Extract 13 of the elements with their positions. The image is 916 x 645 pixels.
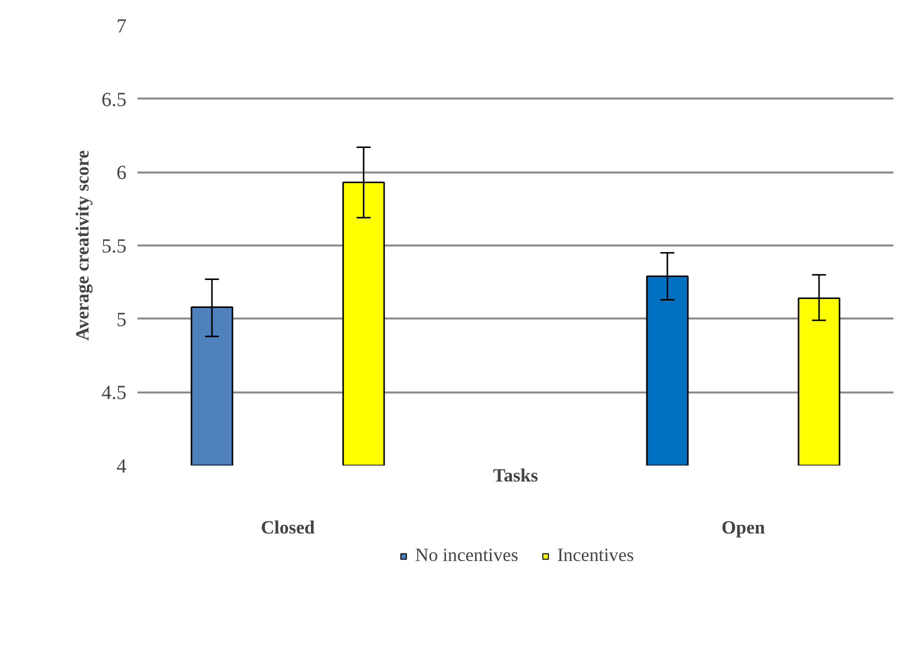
y-tick-label: 6.5 bbox=[102, 88, 126, 111]
y-tick-label: 4 bbox=[116, 456, 126, 478]
x-axis-title: Tasks bbox=[493, 466, 538, 486]
y-tick-label: 5.5 bbox=[102, 236, 126, 258]
legend-label: No incentives bbox=[415, 545, 518, 567]
y-tick-label: 4.5 bbox=[102, 382, 126, 404]
y-axis-title: Average creativity score bbox=[72, 150, 94, 341]
x-tick-label: Open bbox=[721, 518, 766, 538]
y-tick-label: 5 bbox=[116, 308, 126, 331]
x-tick-label: Closed bbox=[260, 518, 316, 538]
y-tick-label: 7 bbox=[116, 16, 126, 38]
legend-label: Incentives bbox=[557, 545, 634, 567]
y-tick-label: 6 bbox=[116, 162, 126, 184]
